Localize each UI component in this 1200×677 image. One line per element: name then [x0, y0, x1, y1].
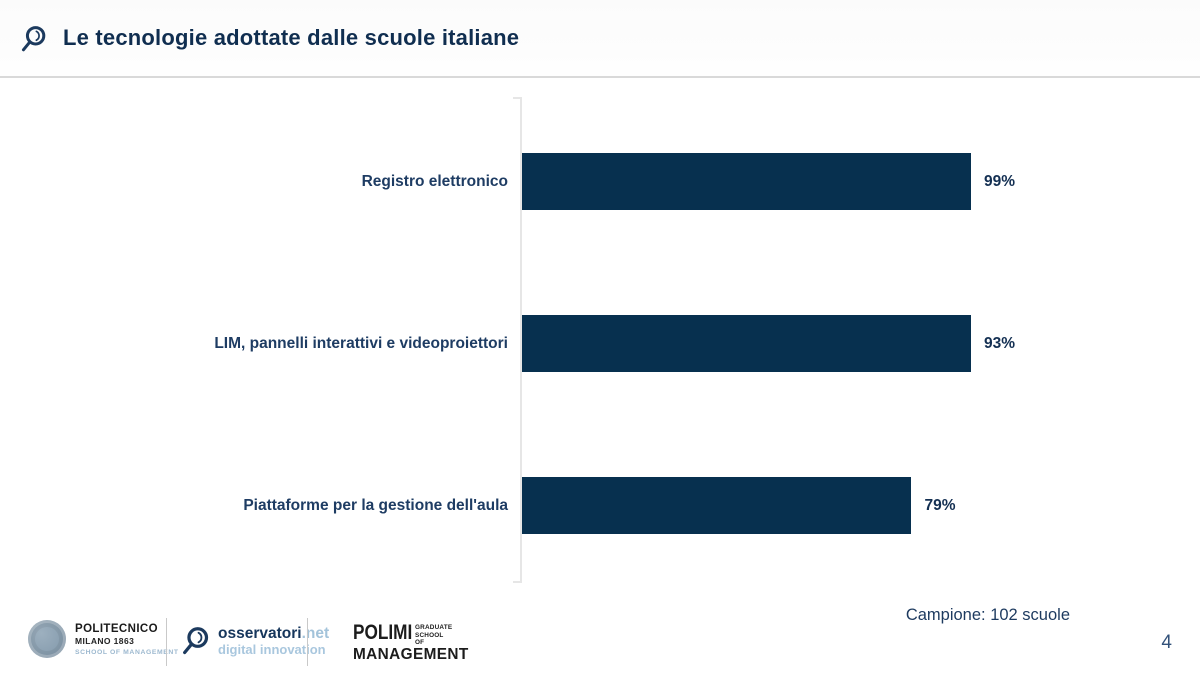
header: Le tecnologie adottate dalle scuole ital…	[0, 0, 1200, 78]
bar-label: Piattaforme per la gestione dell'aula	[243, 496, 508, 514]
bar	[522, 153, 971, 210]
osservatori-magnifier-icon	[20, 25, 48, 53]
bar	[522, 315, 971, 372]
bar-label: LIM, pannelli interattivi e videoproiett…	[214, 334, 508, 352]
polimi-logo: POLIMI GRADUATE SCHOOL OF MANAGEMENT	[353, 621, 468, 664]
chart-axis-line	[520, 97, 522, 583]
sample-note: Campione: 102 scuole	[905, 606, 1070, 624]
bar-row: Registro elettronico 99%	[0, 153, 1200, 210]
politecnico-subtitle: MILANO 1863	[75, 635, 135, 646]
page-number: 4	[1161, 632, 1172, 653]
axis-tick-top	[513, 97, 521, 99]
politecnico-logo: POLITECNICO MILANO 1863 SCHOOL OF MANAGE…	[28, 620, 179, 658]
bar-row: Piattaforme per la gestione dell'aula 79…	[0, 477, 1200, 534]
osservatori-tagline: digital innovation	[218, 642, 326, 658]
footer-divider	[307, 618, 308, 666]
osservatori-magnifier-icon	[181, 626, 211, 656]
politecnico-name: POLITECNICO	[75, 622, 158, 635]
polimi-side-bottom: SCHOOL OF	[415, 631, 444, 647]
bar-track: 99%	[522, 153, 1015, 210]
bar	[522, 477, 912, 534]
politecnico-text: POLITECNICO MILANO 1863 SCHOOL OF MANAGE…	[75, 623, 179, 656]
osservatori-name: osservatori.net	[218, 625, 329, 642]
axis-tick-bottom	[513, 581, 521, 583]
bar-row: LIM, pannelli interattivi e videoproiett…	[0, 315, 1200, 372]
page-title: Le tecnologie adottate dalle scuole ital…	[63, 25, 520, 50]
polimi-management: MANAGEMENT	[353, 646, 469, 663]
polimi-side-text: GRADUATE SCHOOL OF	[415, 624, 453, 647]
politecnico-seal-icon	[28, 620, 66, 658]
footer-divider	[166, 618, 167, 666]
bar-label: Registro elettronico	[361, 172, 508, 190]
polimi-name: POLIMI	[353, 621, 413, 644]
bar-track: 93%	[522, 315, 1015, 372]
osservatori-name-main: osservatori	[218, 625, 302, 642]
bar-track: 79%	[522, 477, 1015, 534]
polimi-side-top: GRADUATE	[415, 624, 453, 631]
bar-value: 93%	[983, 334, 1015, 352]
osservatori-logo: osservatori.net digital innovation	[181, 625, 329, 657]
bar-value: 99%	[983, 172, 1015, 190]
politecnico-school: SCHOOL OF MANAGEMENT	[75, 648, 179, 656]
osservatori-name-domain: .net	[301, 625, 330, 642]
osservatori-text: osservatori.net digital innovation	[218, 625, 329, 657]
bar-value: 79%	[924, 496, 956, 514]
